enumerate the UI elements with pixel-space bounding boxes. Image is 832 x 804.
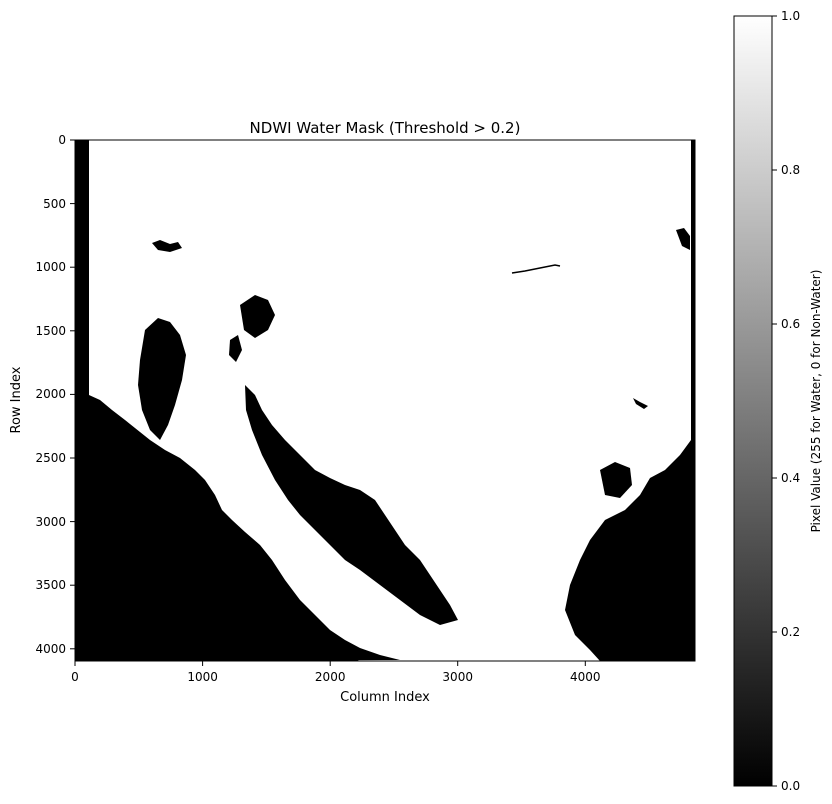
colorbar-tick-label: 0.8	[781, 163, 800, 177]
colorbar: 0.0 0.2 0.4 0.6 0.8 1.0 Pixel Value (255…	[733, 9, 823, 793]
colorbar-gradient	[733, 15, 773, 787]
river-feature	[511, 264, 561, 274]
land-region-south	[150, 560, 360, 661]
x-axis: 0 1000 2000 3000 4000 Column Index	[71, 661, 601, 705]
land-region-west-inner	[89, 420, 138, 645]
x-tick-label: 3000	[442, 670, 473, 684]
colorbar-tick-label: 0.0	[781, 779, 800, 793]
chart-title: NDWI Water Mask (Threshold > 0.2)	[250, 119, 521, 137]
land-region-east	[565, 440, 691, 661]
colorbar-tick-label: 0.2	[781, 625, 800, 639]
y-tick-label: 4000	[35, 642, 66, 656]
land-region-east-upper	[600, 462, 632, 498]
land-region-west	[89, 395, 400, 661]
land-region-central	[245, 385, 458, 625]
y-axis-label: Row Index	[9, 366, 24, 433]
y-tick-label: 0	[58, 133, 66, 147]
y-tick-label: 1500	[35, 324, 66, 338]
y-tick-label: 2500	[35, 451, 66, 465]
y-tick-label: 3500	[35, 578, 66, 592]
small-dark-feature	[633, 398, 648, 409]
y-tick-label: 500	[43, 197, 66, 211]
nodata-left-strip	[75, 140, 89, 661]
x-tick-label: 0	[71, 670, 79, 684]
y-tick-label: 1000	[35, 260, 66, 274]
land-patch-small	[229, 335, 242, 362]
small-dark-feature-east-top	[676, 228, 690, 250]
x-tick-label: 4000	[570, 670, 601, 684]
colorbar-tick-label: 0.6	[781, 317, 800, 331]
colorbar-tick-label: 0.4	[781, 471, 800, 485]
land-region-north-patches	[138, 318, 186, 440]
land-patch-ridge-top	[240, 295, 275, 338]
x-axis-label: Column Index	[340, 690, 430, 705]
x-tick-label: 2000	[315, 670, 346, 684]
x-tick-label: 1000	[187, 670, 218, 684]
water-mask-image	[75, 140, 695, 661]
y-tick-label: 3000	[35, 515, 66, 529]
plot-frame	[74, 139, 696, 662]
y-axis: 0 500 1000 1500 2000 2500 3000 3500 4000…	[9, 133, 75, 656]
colorbar-tick-label: 1.0	[781, 9, 800, 23]
colorbar-label: Pixel Value (255 for Water, 0 for Non-Wa…	[809, 270, 823, 533]
small-dark-feature-north	[152, 240, 182, 252]
y-tick-label: 2000	[35, 387, 66, 401]
nodata-right-strip	[691, 140, 695, 661]
